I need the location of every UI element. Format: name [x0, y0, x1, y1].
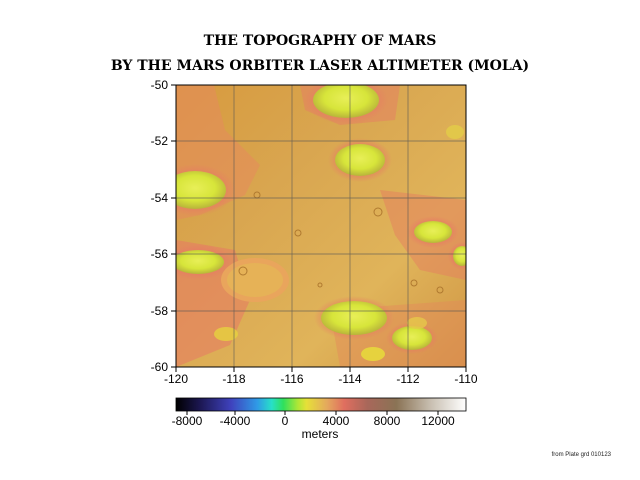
crater-9	[448, 242, 466, 270]
crater-8	[386, 322, 438, 354]
y-tick-label: -58	[150, 304, 168, 318]
colorbar-tick-label: 0	[281, 414, 289, 428]
gridlines	[176, 85, 466, 367]
x-tick-label: -120	[163, 372, 189, 386]
x-tick-label: -110	[454, 372, 478, 386]
crater-7	[407, 216, 459, 248]
y-tick-label: -56	[150, 247, 168, 261]
crater-2	[328, 138, 392, 182]
map-title-line2: BY THE MARS ORBITER LASER ALTIMETER (MOL…	[110, 58, 530, 74]
y-tick-label: -54	[150, 191, 168, 205]
colorbar-tick-label: 12000	[421, 414, 455, 428]
crater-6	[314, 296, 394, 340]
crater-3	[176, 164, 235, 216]
crater-4	[176, 244, 232, 280]
crater-5	[221, 258, 289, 302]
colorbar	[175, 397, 467, 412]
y-tick-label: -60	[150, 360, 168, 374]
x-tick-label: -116	[280, 372, 304, 386]
crater-1	[304, 85, 388, 124]
map-title-line1: THE TOPOGRAPHY OF MARS	[203, 33, 437, 49]
colorbar-tick-label: -4000	[219, 414, 251, 428]
x-tick-label: -114	[338, 372, 362, 386]
colorbar-tick-label: 8000	[373, 414, 401, 428]
x-tick-label: -118	[222, 372, 246, 386]
x-tick-label: -112	[396, 372, 420, 386]
colorbar-tick-label: 4000	[322, 414, 350, 428]
y-tick-label: -52	[150, 134, 168, 148]
map-image	[176, 85, 466, 367]
y-tick-label: -50	[150, 78, 168, 92]
colorbar-tick-label: -8000	[171, 414, 203, 428]
source-credit: from Plate grd 010123	[551, 452, 611, 458]
colorbar-units: meters	[301, 427, 339, 441]
